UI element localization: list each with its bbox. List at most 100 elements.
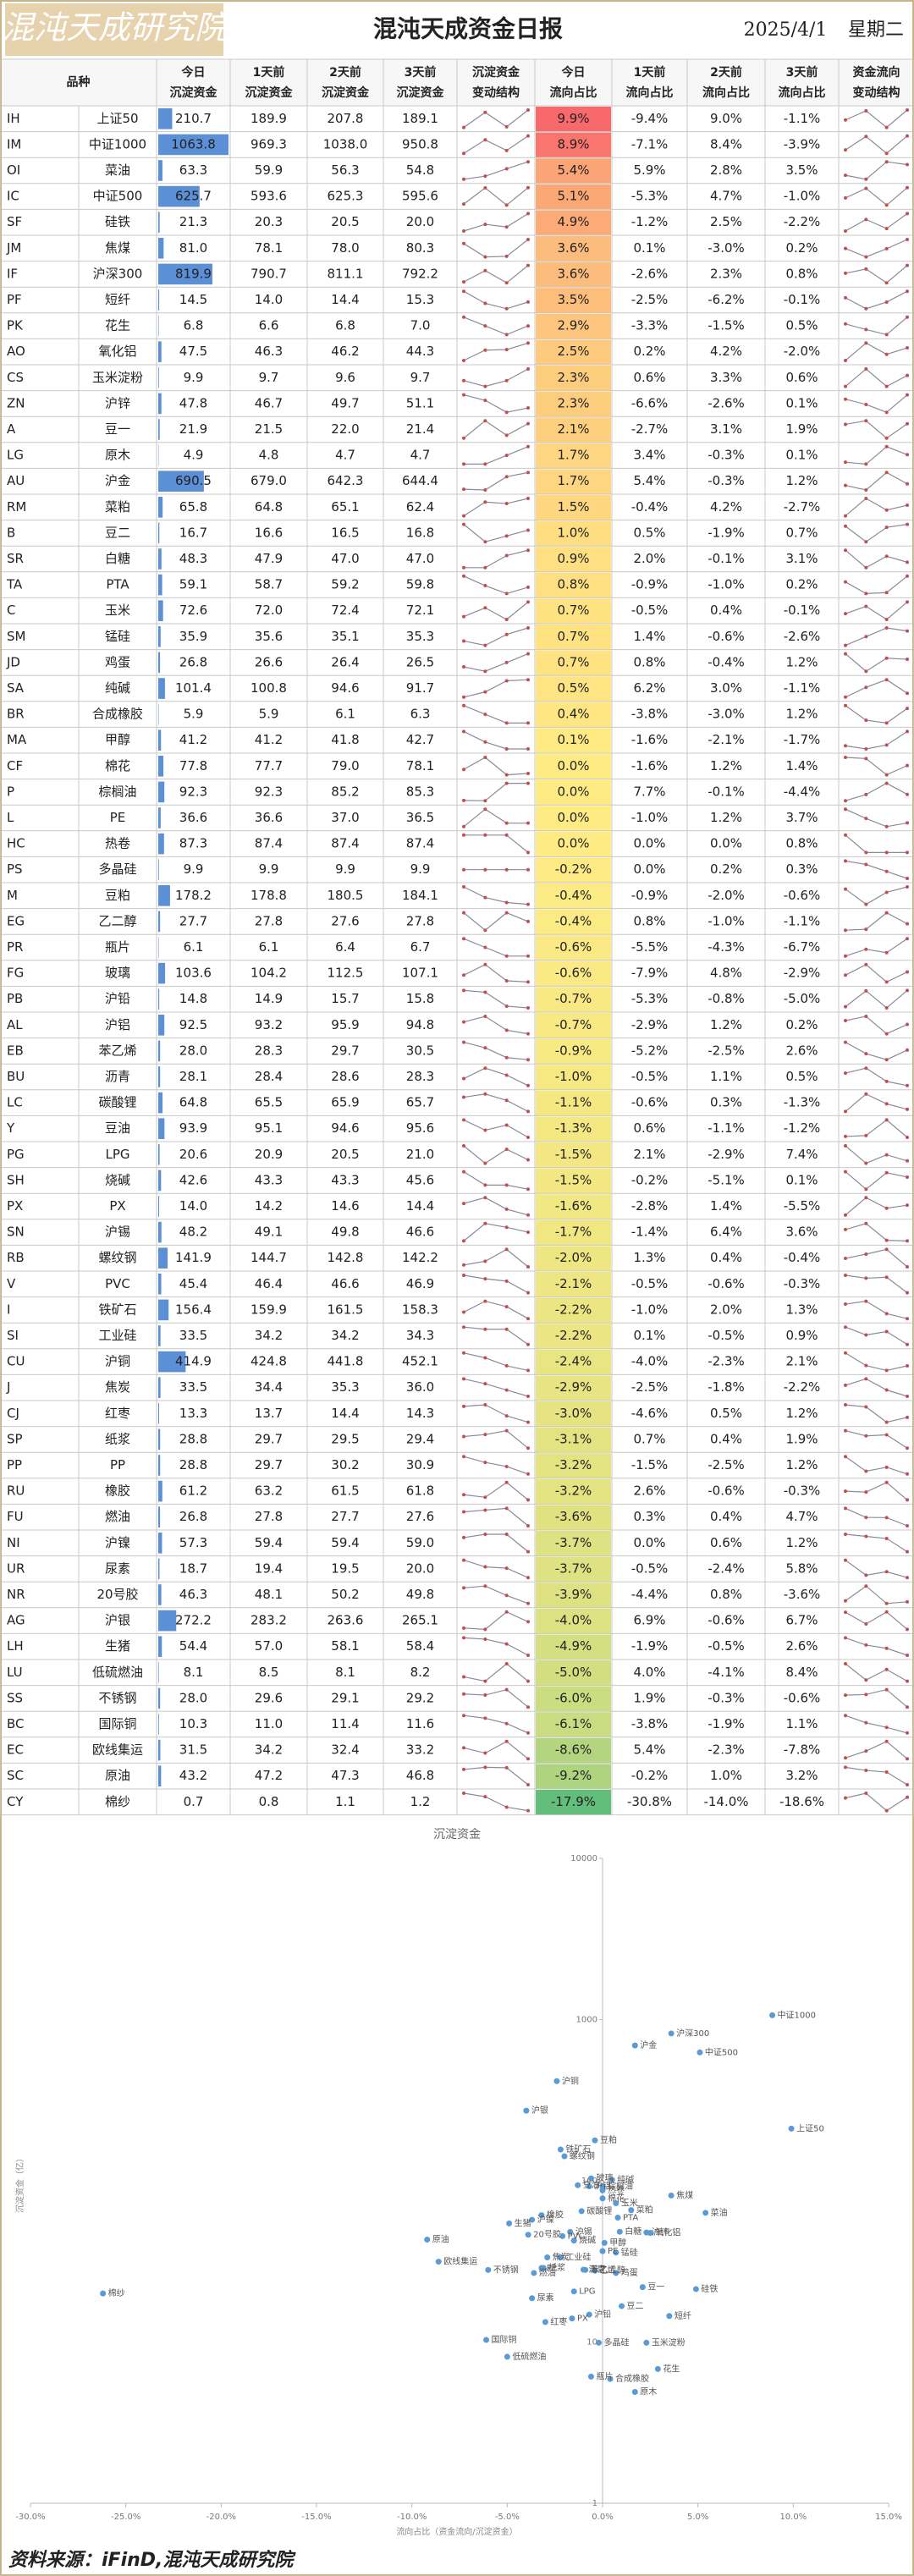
deposit-sparkline-dot — [504, 1414, 509, 1418]
name: 豆油 — [105, 1120, 130, 1136]
deposit-sparkline-dot — [483, 384, 487, 388]
flow-sparkline-dot — [906, 1395, 909, 1398]
deposit-sparkline-dot — [462, 378, 465, 383]
deposit: 8.2 — [410, 1665, 431, 1680]
deposit-bar — [158, 497, 163, 518]
flow-share: 0.2% — [785, 240, 818, 256]
deposit: 47.5 — [179, 344, 207, 359]
deposit-bar — [158, 1714, 159, 1735]
point — [531, 2270, 537, 2276]
point — [619, 2303, 625, 2309]
deposit: 65.7 — [406, 1095, 434, 1110]
deposit: 14.0 — [255, 292, 283, 307]
deposit-bar — [158, 212, 160, 233]
deposit: 58.1 — [331, 1638, 359, 1654]
deposit-sparkline-dot — [462, 151, 465, 156]
flow-sparkline-dot — [884, 626, 889, 630]
flow-sparkline-dot — [864, 341, 868, 345]
flow-sparkline-dot — [884, 980, 889, 984]
point-label: 沪深300 — [676, 2028, 709, 2039]
flow-sparkline-dot — [884, 1601, 889, 1605]
point-label: 菜油 — [711, 2207, 728, 2218]
point — [639, 2284, 646, 2291]
deposit-sparkline-dot — [504, 475, 509, 479]
name: LPG — [105, 1147, 129, 1162]
name: 菜粕 — [105, 499, 130, 515]
code: P — [7, 784, 14, 799]
flow-sparkline-dot — [906, 574, 909, 578]
deposit: 14.8 — [179, 991, 207, 1006]
name: 豆一 — [105, 421, 130, 437]
deposit: 62.4 — [406, 499, 434, 515]
name: 合成橡胶 — [92, 707, 143, 722]
code: SN — [7, 1225, 25, 1240]
flow-sparkline — [845, 1067, 908, 1087]
deposit-sparkline-dot — [504, 306, 509, 311]
flow-share: -4.3% — [708, 939, 745, 955]
deposit: 35.1 — [331, 629, 359, 644]
deposit-sparkline-dot — [483, 799, 487, 803]
y-tick-label: 100 — [581, 2177, 597, 2186]
point-label: 硅铁 — [701, 2283, 718, 2294]
deposit: 14.2 — [255, 1198, 283, 1214]
deposit: 414.9 — [175, 1354, 212, 1369]
deposit: 72.0 — [255, 603, 283, 618]
flow-share: 3.5% — [785, 162, 818, 178]
point — [788, 2125, 795, 2132]
deposit-sparkline-dot — [526, 954, 530, 958]
flow-sparkline — [845, 498, 908, 517]
deposit: 178.2 — [175, 888, 212, 903]
deposit-sparkline-dot — [526, 1006, 530, 1010]
deposit: 180.5 — [328, 888, 364, 903]
deposit-sparkline-dot — [526, 1083, 530, 1087]
deposit: 14.4 — [331, 1406, 359, 1421]
deposit: 9.6 — [335, 370, 355, 385]
flow-share: -3.7% — [555, 1535, 592, 1550]
deposit-sparkline-dot — [504, 1687, 509, 1692]
flow-sparkline-dot — [906, 1783, 909, 1786]
deposit: 57.0 — [255, 1638, 283, 1654]
flow-sparkline-dot — [906, 1022, 909, 1027]
flow-sparkline-dot — [864, 1678, 868, 1682]
flow-heat-cell — [536, 1737, 611, 1764]
deposit: 27.6 — [406, 1509, 434, 1524]
deposit: 63.2 — [255, 1483, 283, 1499]
point-label: 白糖 — [625, 2226, 641, 2237]
deposit: 61.2 — [179, 1483, 207, 1499]
deposit-sparkline — [463, 1688, 529, 1708]
deposit-sparkline — [463, 498, 529, 517]
flow-share: -1.6% — [631, 732, 669, 747]
flow-share: -1.1% — [784, 913, 821, 928]
deposit: 6.8 — [335, 318, 355, 333]
flow-share: -30.8% — [627, 1794, 672, 1809]
deposit-sparkline-dot — [526, 1342, 530, 1346]
column-header: 沉淀资金 — [322, 85, 370, 100]
flow-share: -2.7% — [784, 499, 821, 515]
point-label: 豆二 — [627, 2301, 644, 2311]
deposit: 21.5 — [255, 421, 283, 437]
deposit: 29.2 — [406, 1690, 434, 1705]
code: A — [7, 421, 16, 437]
flow-sparkline-dot — [906, 1342, 909, 1346]
deposit-sparkline-dot — [504, 281, 509, 285]
deposit-sparkline — [463, 1637, 529, 1656]
flow-sparkline-dot — [906, 1599, 909, 1604]
deposit: 20.0 — [406, 1560, 434, 1576]
flow-sparkline-dot — [906, 1291, 909, 1295]
deposit-sparkline-dot — [462, 798, 465, 802]
y-tick-label: 1 — [592, 2499, 597, 2508]
deposit-bar — [158, 1144, 160, 1165]
flow-share: 2.8% — [710, 162, 742, 178]
deposit-sparkline-dot — [504, 254, 509, 258]
deposit: 26.6 — [255, 654, 283, 669]
flow-sparkline — [845, 109, 908, 129]
flow-sparkline-dot — [884, 1206, 889, 1210]
deposit-sparkline — [463, 1067, 529, 1087]
deposit-sparkline-dot — [483, 462, 487, 466]
flow-sparkline-dot — [906, 1654, 909, 1657]
flow-share: -4.0% — [631, 1354, 669, 1369]
code: C — [7, 603, 15, 618]
flow-sparkline-dot — [844, 1071, 847, 1076]
flow-share: -0.5% — [631, 1276, 669, 1291]
flow-share: 2.6% — [785, 1043, 818, 1058]
